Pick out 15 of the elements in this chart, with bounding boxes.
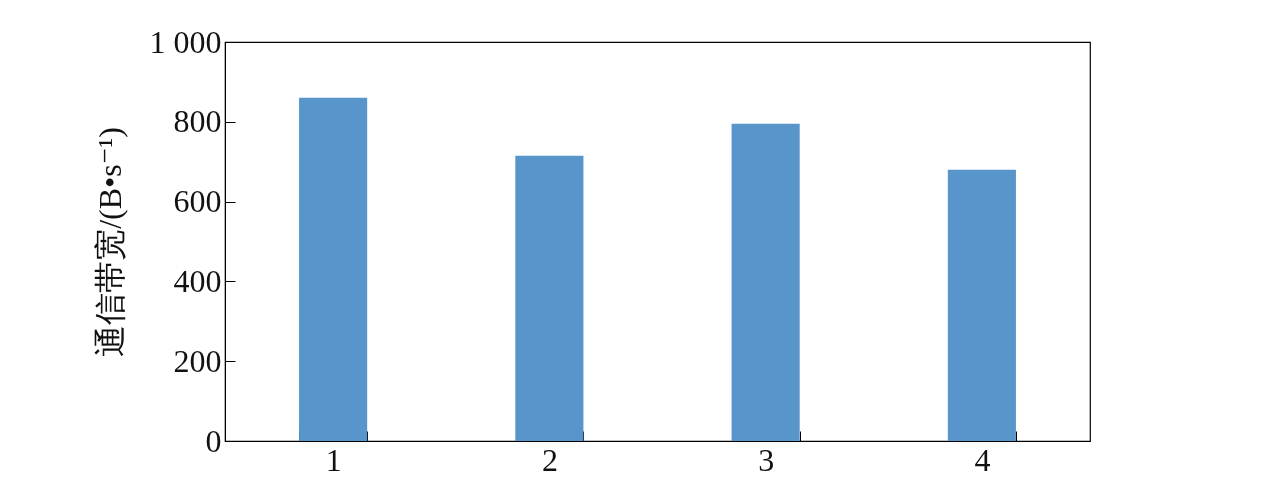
y-tick-label: 200 [173, 342, 222, 379]
y-tick-label: 1 000 [149, 23, 222, 60]
y-tick-label: 600 [173, 183, 222, 220]
x-tick-label: 2 [541, 441, 558, 478]
bar [947, 169, 1016, 441]
x-tick-label: 1 [325, 441, 342, 478]
bar [299, 97, 368, 441]
y-tick-label: 800 [173, 103, 222, 140]
x-tick-label: 4 [974, 441, 991, 478]
y-tick-label: 0 [205, 422, 222, 459]
x-tick-label: 3 [758, 441, 775, 478]
bar [731, 123, 800, 441]
y-tick-label: 400 [173, 262, 222, 299]
bar [515, 155, 584, 441]
y-axis-title: 通信带宽/(B•s⁻¹) [91, 127, 128, 357]
